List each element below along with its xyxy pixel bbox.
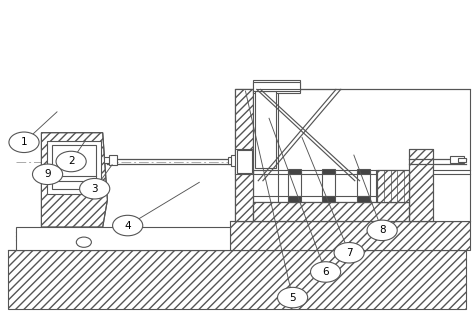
Text: 3: 3	[91, 184, 98, 194]
Text: 2: 2	[68, 157, 74, 166]
Circle shape	[310, 262, 341, 282]
Bar	[288, 169, 301, 174]
Circle shape	[9, 132, 39, 152]
Text: 9: 9	[44, 169, 51, 179]
Bar	[109, 155, 117, 165]
Bar	[457, 158, 466, 162]
Bar	[357, 172, 370, 196]
Bar	[322, 196, 335, 202]
Bar	[104, 157, 115, 163]
Bar	[52, 145, 96, 189]
Bar	[230, 221, 470, 250]
Text: 6: 6	[322, 267, 329, 277]
Bar	[322, 172, 335, 196]
Text: 7: 7	[346, 248, 353, 258]
Circle shape	[367, 220, 397, 241]
Bar	[450, 156, 464, 163]
Bar	[357, 169, 370, 174]
Bar	[255, 91, 276, 168]
Bar	[231, 155, 242, 166]
Bar	[357, 196, 370, 202]
Bar	[16, 227, 230, 250]
Circle shape	[277, 287, 308, 308]
Text: 8: 8	[379, 225, 385, 235]
Bar	[253, 82, 300, 91]
Bar	[228, 157, 241, 164]
Bar	[235, 149, 254, 174]
Circle shape	[334, 243, 364, 263]
Bar	[235, 89, 253, 221]
Bar	[409, 149, 433, 221]
Polygon shape	[41, 133, 108, 227]
Bar	[322, 169, 335, 174]
Bar	[9, 250, 465, 309]
Bar	[253, 80, 300, 93]
Text: 5: 5	[289, 293, 296, 303]
Bar	[253, 202, 409, 221]
Bar	[253, 202, 409, 221]
Bar	[235, 89, 470, 221]
Bar	[288, 196, 301, 202]
Bar	[377, 170, 409, 202]
Bar	[46, 141, 101, 193]
Circle shape	[56, 151, 86, 172]
Text: 4: 4	[124, 221, 131, 231]
Circle shape	[113, 215, 143, 236]
Bar	[237, 150, 252, 173]
Text: 1: 1	[21, 137, 27, 147]
Bar	[235, 89, 253, 221]
Bar	[409, 149, 433, 221]
Circle shape	[76, 237, 91, 247]
Bar	[288, 172, 301, 196]
Bar	[253, 89, 278, 170]
Circle shape	[80, 179, 110, 199]
Circle shape	[33, 164, 63, 184]
Bar	[377, 170, 409, 202]
